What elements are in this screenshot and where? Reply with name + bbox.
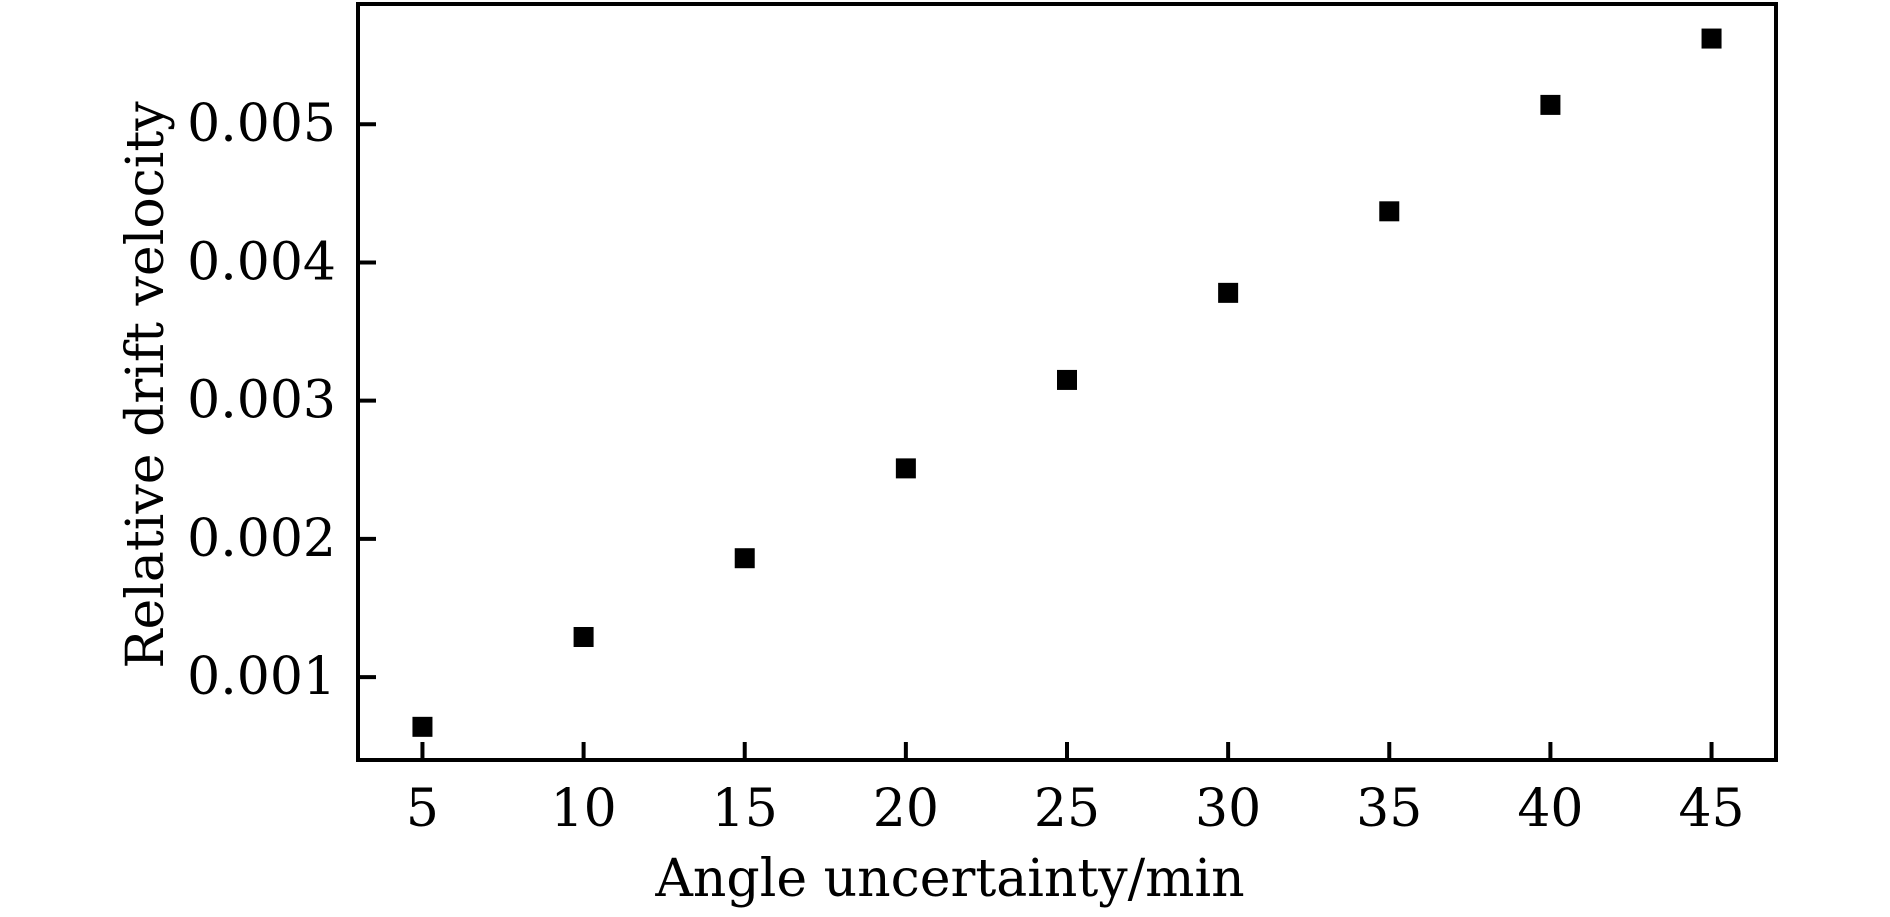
data-point (734, 548, 755, 569)
y-axis: 0.001 0.002 0.003 0.004 0.005 (187, 94, 376, 707)
y-axis-title: Relative drift velocity (116, 101, 176, 669)
data-point (412, 716, 433, 737)
x-tick-label: 25 (1034, 779, 1100, 839)
x-tick-label: 40 (1517, 779, 1583, 839)
x-tick-label: 15 (712, 779, 778, 839)
y-tick-label: 0.001 (187, 647, 336, 707)
data-point (895, 458, 916, 479)
x-tick-label: 30 (1195, 779, 1261, 839)
x-tick-label: 45 (1678, 779, 1744, 839)
x-axis-title: Angle uncertainty/min (654, 849, 1244, 909)
x-tick-label: 5 (406, 779, 439, 839)
x-tick-label: 35 (1356, 779, 1422, 839)
x-axis: 5 10 15 20 25 30 35 40 45 (406, 742, 1745, 839)
x-tick-label: 20 (873, 779, 939, 839)
data-series (412, 28, 1722, 737)
data-point (1379, 201, 1400, 222)
data-point (1540, 94, 1561, 115)
y-tick-label: 0.004 (187, 232, 336, 292)
data-point (1057, 369, 1077, 390)
data-point (1701, 28, 1722, 49)
x-tick-label: 10 (551, 779, 617, 839)
y-tick-label: 0.003 (187, 371, 336, 431)
y-tick-label: 0.005 (187, 94, 336, 154)
data-point (1218, 282, 1239, 303)
data-point (573, 626, 594, 647)
y-tick-label: 0.002 (187, 509, 336, 569)
